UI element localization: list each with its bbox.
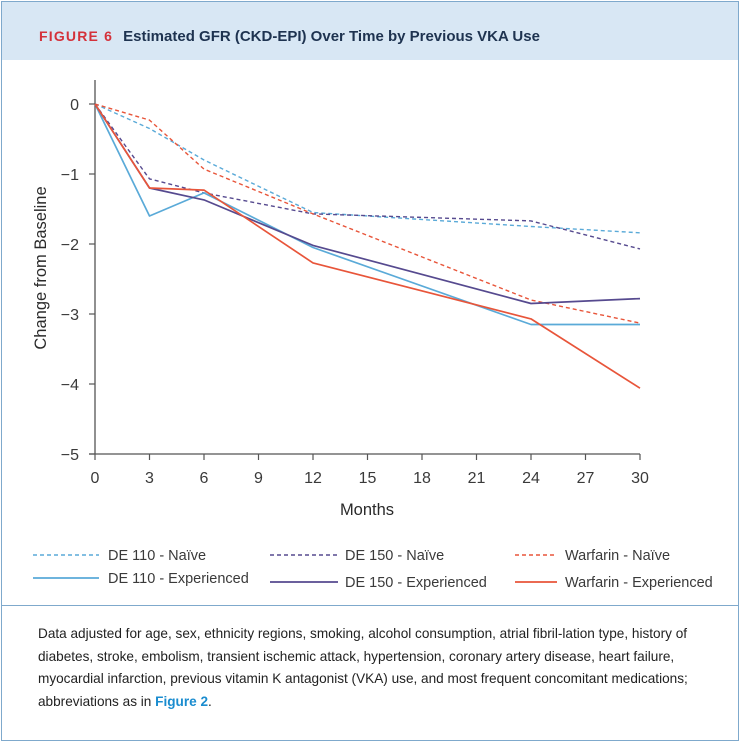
caption-divider: [2, 605, 738, 606]
figure-label: FIGURE 6: [39, 28, 114, 44]
series-line-3: [94, 103, 640, 326]
chart: 0 −1 −2 −3 −4 −5 0 3 6 9 12 15 18 21 24 27 30 Months Cha…: [32, 80, 713, 591]
x-axis-title: Months: [340, 501, 394, 519]
x-tick-label: 27: [577, 470, 595, 487]
chart-series: [94, 103, 641, 389]
legend-label-5: Warfarin - Experienced: [565, 575, 713, 591]
series-line-5: [94, 103, 641, 389]
chart-legend: DE 110 - Naïve DE 150 - Naïve Warfarin - N…: [33, 548, 713, 591]
y-axis-title: Change from Baseline: [32, 186, 50, 349]
legend-label-2: Warfarin - Naïve: [565, 548, 670, 564]
x-tick-label: 18: [413, 470, 431, 487]
figure-caption: Data adjusted for age, sex, ethnicity re…: [38, 623, 718, 713]
y-tick-label: −3: [61, 307, 79, 324]
x-tick-label: 0: [91, 470, 100, 487]
x-tick-label: 30: [631, 470, 649, 487]
x-tick-label: 12: [304, 470, 322, 487]
legend-label-1: DE 150 - Naïve: [345, 548, 444, 564]
series-line-2: [94, 103, 641, 324]
legend-label-3: DE 110 - Experienced: [108, 571, 249, 587]
x-tick-label: 3: [145, 470, 154, 487]
caption-end: .: [208, 693, 212, 709]
x-tick-label: 21: [468, 470, 486, 487]
x-tick-label: 24: [522, 470, 540, 487]
y-tick-label: 0: [70, 97, 79, 114]
chart-axes: [89, 80, 640, 455]
chart-ticks: 0 −1 −2 −3 −4 −5 0 3 6 9 12 15 18 21 24 27 30: [61, 97, 649, 487]
caption-figure-link[interactable]: Figure 2: [155, 693, 209, 709]
series-line-0: [94, 103, 641, 234]
series-line-1: [94, 103, 641, 250]
figure-header: FIGURE 6 Estimated GFR (CKD-EPI) Over Tim…: [2, 2, 738, 60]
y-tick-label: −5: [61, 447, 79, 464]
y-tick-label: −1: [61, 167, 79, 184]
figure-title: Estimated GFR (CKD-EPI) Over Time by Pre…: [123, 28, 540, 45]
y-tick-label: −4: [61, 377, 79, 394]
legend-label-4: DE 150 - Experienced: [345, 575, 487, 591]
legend-label-0: DE 110 - Naïve: [108, 548, 206, 564]
x-tick-label: 6: [200, 470, 209, 487]
y-tick-label: −2: [61, 237, 79, 254]
caption-text: Data adjusted for age, sex, ethnicity re…: [38, 626, 688, 709]
x-tick-label: 15: [359, 470, 377, 487]
x-tick-label: 9: [254, 470, 263, 487]
